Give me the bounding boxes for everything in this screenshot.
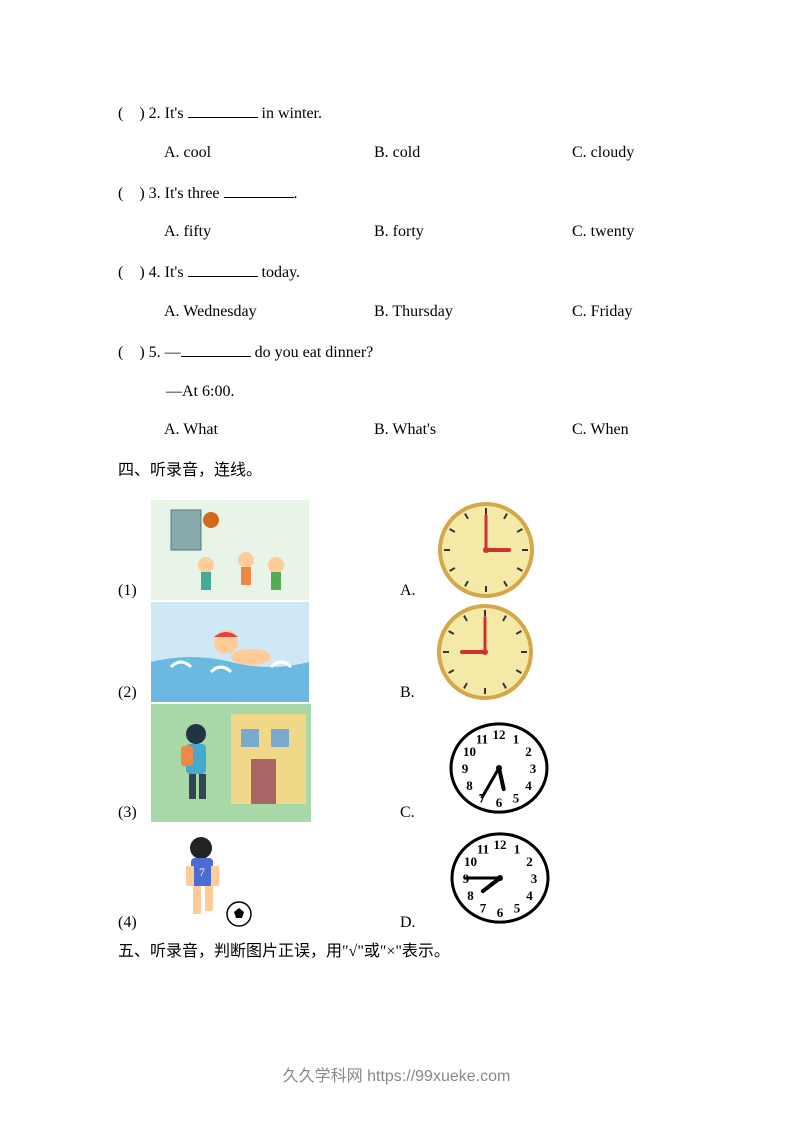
matching-pair-4: (4) 7 D. 123456789101112: [118, 824, 675, 932]
pair-left[interactable]: (4) 7: [118, 826, 400, 932]
q3-after: .: [294, 185, 298, 202]
question-2-options: A. cool B. cold C. cloudy: [118, 139, 675, 168]
pair-left-label: (3): [118, 804, 137, 822]
q2-before: It's: [165, 105, 188, 122]
question-text: It's in winter.: [165, 100, 675, 129]
option-b[interactable]: B. forty: [374, 218, 572, 247]
pair-right[interactable]: A.: [400, 500, 536, 600]
option-c[interactable]: C. Friday: [572, 298, 675, 327]
svg-text:1: 1: [513, 842, 520, 857]
pair-right-label: C.: [400, 804, 415, 822]
question-prefix: ( ) 4.: [118, 259, 165, 288]
q3-before: It's three: [165, 185, 224, 202]
fill-blank[interactable]: [181, 341, 251, 357]
svg-text:11: 11: [476, 732, 488, 747]
pair-right[interactable]: D. 123456789101112: [400, 824, 564, 932]
svg-text:2: 2: [525, 744, 532, 759]
pair-right[interactable]: C. 123456789101112: [400, 714, 563, 822]
svg-text:7: 7: [199, 865, 205, 879]
svg-text:12: 12: [492, 727, 505, 742]
section-4-title: 四、听录音，连线。: [118, 457, 675, 486]
svg-text:6: 6: [496, 905, 503, 920]
left-image-basketball: [151, 500, 309, 600]
svg-text:7: 7: [479, 900, 486, 915]
question-prefix: ( ) 2.: [118, 100, 165, 129]
question-5-options: A. What B. What's C. When: [118, 416, 675, 445]
pair-left-label: (4): [118, 914, 137, 932]
page-footer: 久久学科网 https://99xueke.com: [0, 1062, 793, 1086]
clock-face-icon: [435, 602, 535, 702]
left-image-swimming: [151, 602, 309, 702]
option-c[interactable]: C. When: [572, 416, 675, 445]
pair-left-label: (2): [118, 684, 137, 702]
svg-text:12: 12: [493, 837, 506, 852]
fill-blank[interactable]: [224, 182, 294, 198]
pair-left[interactable]: (2): [118, 602, 400, 702]
question-text: — do you eat dinner?: [165, 339, 675, 368]
question-5-response: —At 6:00.: [118, 378, 675, 407]
q4-after: today.: [258, 264, 301, 281]
section-5-title: 五、听录音，判断图片正误，用"√"或"×"表示。: [118, 938, 675, 967]
matching-pair-2: (2) B.: [118, 602, 675, 702]
svg-text:8: 8: [467, 888, 474, 903]
option-a[interactable]: A. fifty: [164, 218, 374, 247]
left-image-football: 7: [151, 826, 271, 932]
svg-text:8: 8: [466, 778, 473, 793]
question-text: It's today.: [165, 259, 675, 288]
question-4-options: A. Wednesday B. Thursday C. Friday: [118, 298, 675, 327]
option-b[interactable]: B. Thursday: [374, 298, 572, 327]
pair-left-label: (1): [118, 582, 137, 600]
question-text: It's three .: [165, 180, 675, 209]
left-image-go-to-school: [151, 704, 311, 822]
pair-right-label: A.: [400, 582, 416, 600]
pair-right[interactable]: B.: [400, 602, 535, 702]
clock-face-icon: [436, 500, 536, 600]
q5-after: do you eat dinner?: [251, 344, 374, 361]
question-4: ( ) 4. It's today.: [118, 259, 675, 288]
pair-right-label: B.: [400, 684, 415, 702]
svg-text:6: 6: [495, 795, 502, 810]
svg-text:3: 3: [530, 871, 537, 886]
svg-text:10: 10: [463, 744, 476, 759]
option-c[interactable]: C. twenty: [572, 218, 675, 247]
svg-text:4: 4: [526, 888, 533, 903]
svg-text:5: 5: [513, 900, 520, 915]
option-a[interactable]: A. What: [164, 416, 374, 445]
svg-text:3: 3: [529, 761, 536, 776]
option-a[interactable]: A. Wednesday: [164, 298, 374, 327]
svg-text:2: 2: [526, 854, 533, 869]
matching-pair-1: (1) A.: [118, 500, 675, 600]
question-prefix: ( ) 5.: [118, 339, 165, 368]
matching-pair-3: (3) C. 123456789101112: [118, 704, 675, 822]
pair-right-label: D.: [400, 914, 416, 932]
question-5: ( ) 5. — do you eat dinner?: [118, 339, 675, 368]
option-b[interactable]: B. cold: [374, 139, 572, 168]
svg-text:1: 1: [512, 732, 519, 747]
q2-after: in winter.: [258, 105, 322, 122]
pair-left[interactable]: (1): [118, 500, 400, 600]
fill-blank[interactable]: [188, 102, 258, 118]
question-3: ( ) 3. It's three .: [118, 180, 675, 209]
question-3-options: A. fifty B. forty C. twenty: [118, 218, 675, 247]
clock-face-icon: 123456789101112: [435, 714, 563, 822]
pair-left[interactable]: (3): [118, 704, 400, 822]
question-2: ( ) 2. It's in winter.: [118, 100, 675, 129]
q5-before: —: [165, 344, 181, 361]
q4-before: It's: [165, 264, 188, 281]
matching-pairs-container: (1) A. (2) B. (3) C.: [118, 500, 675, 932]
option-c[interactable]: C. cloudy: [572, 139, 675, 168]
svg-text:4: 4: [525, 778, 532, 793]
svg-text:10: 10: [464, 854, 477, 869]
svg-text:11: 11: [476, 842, 488, 857]
svg-text:9: 9: [461, 761, 468, 776]
clock-face-icon: 123456789101112: [436, 824, 564, 932]
svg-text:5: 5: [512, 790, 519, 805]
question-prefix: ( ) 3.: [118, 180, 165, 209]
fill-blank[interactable]: [188, 261, 258, 277]
option-b[interactable]: B. What's: [374, 416, 572, 445]
option-a[interactable]: A. cool: [164, 139, 374, 168]
